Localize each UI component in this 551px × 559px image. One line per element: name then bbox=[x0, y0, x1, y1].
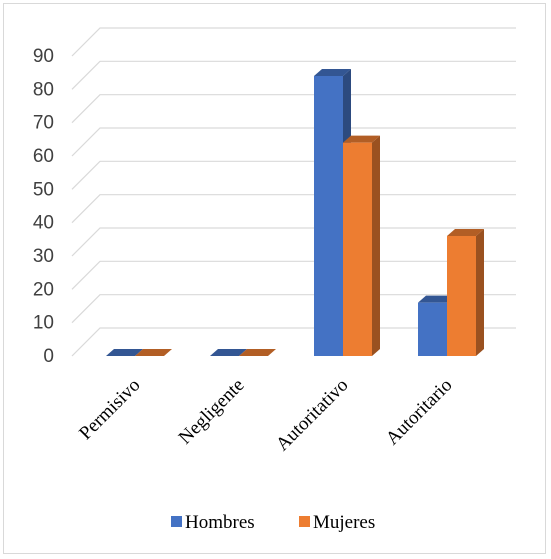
y-tick-label: 90 bbox=[33, 46, 54, 67]
gridline bbox=[71, 94, 516, 124]
legend-item-mujeres: Mujeres bbox=[299, 512, 375, 533]
legend-label: Hombres bbox=[185, 512, 255, 533]
y-tick-label: 0 bbox=[43, 346, 54, 367]
gridline bbox=[71, 194, 516, 224]
legend-label: Mujeres bbox=[313, 512, 375, 533]
bar-mujeres-negligente bbox=[239, 349, 276, 356]
y-axis-ticks: 0 10 20 30 40 50 60 70 80 90 bbox=[33, 46, 54, 367]
gridline bbox=[71, 127, 516, 157]
x-tick-label: Autoritario bbox=[382, 375, 457, 450]
gridline bbox=[71, 160, 516, 190]
y-tick-label: 10 bbox=[33, 313, 54, 334]
bar-hombres-permisivo bbox=[106, 349, 143, 356]
legend-item-hombres: Hombres bbox=[171, 512, 255, 533]
gridline bbox=[71, 60, 516, 90]
y-tick-label: 50 bbox=[33, 179, 54, 200]
bar-mujeres-autoritativo bbox=[343, 135, 380, 356]
legend: Hombres Mujeres bbox=[171, 512, 375, 533]
y-tick-label: 20 bbox=[33, 279, 54, 300]
y-tick-label: 80 bbox=[33, 79, 54, 100]
bar-mujeres-autoritario bbox=[447, 229, 484, 356]
bar-hombres-negligente bbox=[210, 349, 247, 356]
bars bbox=[106, 69, 484, 356]
legend-swatch bbox=[171, 516, 182, 527]
x-tick-label: Permisivo bbox=[75, 375, 144, 444]
x-tick-label: Negligente bbox=[175, 375, 249, 449]
bar-mujeres-permisivo bbox=[135, 349, 172, 356]
x-axis-ticks: Permisivo Negligente Autoritativo Autoritar… bbox=[75, 375, 456, 456]
gridline bbox=[71, 27, 516, 57]
y-tick-label: 60 bbox=[33, 146, 54, 167]
x-tick-label: Autoritativo bbox=[272, 375, 353, 456]
y-tick-label: 30 bbox=[33, 246, 54, 267]
legend-swatch bbox=[299, 516, 310, 527]
y-tick-label: 40 bbox=[33, 213, 54, 234]
y-tick-label: 70 bbox=[33, 113, 54, 134]
